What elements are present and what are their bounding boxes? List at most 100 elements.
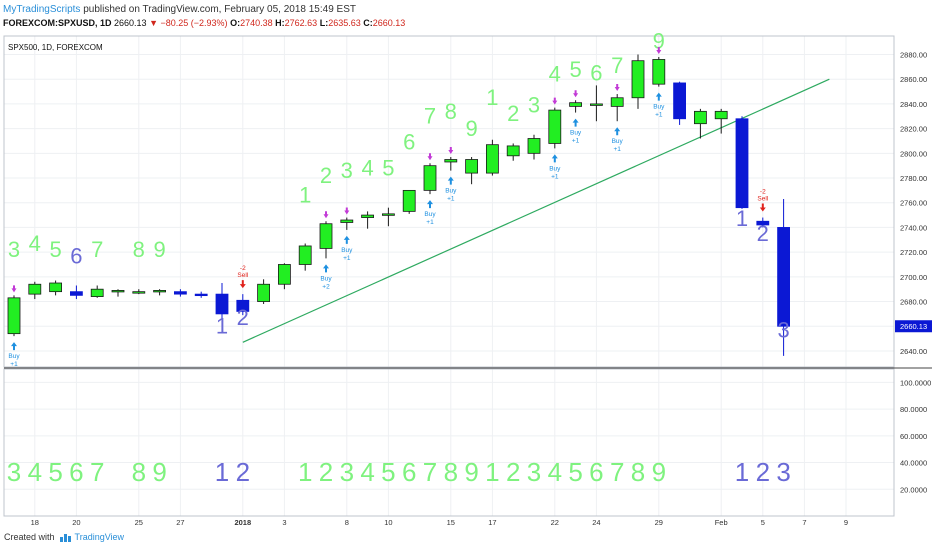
buy-signal-count: +1 <box>613 146 621 153</box>
last-price-label: 2660.13 <box>900 322 927 331</box>
candle-body <box>548 109 562 144</box>
tradingview-link[interactable]: TradingView <box>74 532 125 542</box>
buy-signal-count: +1 <box>447 196 455 203</box>
price-tick-label: 2800.00 <box>900 149 927 158</box>
indicator-count-label: 9 <box>652 457 666 487</box>
buy-arrow-icon <box>11 342 17 351</box>
sell-signal-label: Sell <box>237 272 248 279</box>
buy-arrow-icon <box>614 127 621 136</box>
candle-body <box>236 299 250 312</box>
candle-body <box>506 145 520 157</box>
sell-arrow-icon <box>759 203 766 212</box>
buy-signal-label: Buy <box>653 104 665 111</box>
indicator-count-label: 7 <box>423 457 437 487</box>
setup-count-label: 1 <box>299 183 311 208</box>
setup-count-label: 6 <box>403 130 415 155</box>
down-marker-icon <box>344 207 350 215</box>
open-label: O: <box>230 18 241 28</box>
indicator-tick-label: 80.0000 <box>900 405 927 414</box>
price-tick-label: 2680.00 <box>900 298 927 307</box>
indicator-count-label: 8 <box>132 457 146 487</box>
tradingview-logo-icon <box>59 533 72 542</box>
buy-signal-label: Buy <box>549 165 561 172</box>
author-link[interactable]: MyTradingScripts <box>3 4 81 15</box>
candle-body <box>777 227 790 327</box>
x-tick-label: 18 <box>31 518 39 527</box>
indicator-count-label: 6 <box>589 457 603 487</box>
setup-count-label: 3 <box>8 237 20 262</box>
candle-body <box>132 291 146 294</box>
candle-body <box>756 220 770 226</box>
indicator-count-label: 2 <box>236 457 250 487</box>
indicator-count-label: 8 <box>444 457 458 487</box>
setup-count-label: 2 <box>320 163 332 188</box>
buy-signal-count: +2 <box>322 283 330 290</box>
last-price-tag <box>895 320 932 333</box>
indicator-count-label: 9 <box>152 457 166 487</box>
indicator-count-label: 1 <box>735 457 749 487</box>
buy-arrow-icon <box>323 264 329 273</box>
low-value: 2635.63 <box>328 18 361 28</box>
sell-arrow-icon <box>239 280 246 289</box>
candle-body <box>527 138 541 154</box>
x-tick-label: 8 <box>345 518 349 527</box>
setup-count-label: 4 <box>549 62 561 87</box>
setup-count-label: 7 <box>424 104 436 129</box>
buy-signal-label: Buy <box>424 211 436 218</box>
candle-body <box>423 165 437 191</box>
indicator-tick-label: 100.0000 <box>900 378 931 387</box>
buy-signal-label: Buy <box>570 130 582 137</box>
setup-count-label: 5 <box>49 237 61 262</box>
setup-count-label: 9 <box>465 116 477 141</box>
candle-body <box>153 290 167 293</box>
close-label: C: <box>363 18 373 28</box>
open-value: 2740.38 <box>240 18 273 28</box>
buy-signal-count: +1 <box>343 255 351 262</box>
candle-body <box>610 97 624 107</box>
buy-signal-count: +1 <box>572 138 580 145</box>
candle-body <box>652 59 666 85</box>
high-value: 2762.63 <box>284 18 318 28</box>
down-marker-icon <box>573 90 579 98</box>
low-label: L: <box>319 18 329 28</box>
price-tick-label: 2740.00 <box>900 223 927 232</box>
indicator-count-label: 5 <box>48 457 62 487</box>
indicator-tick-label: 60.0000 <box>900 432 927 441</box>
buy-signal-label: Buy <box>445 188 457 195</box>
setup-count-label: 8 <box>133 237 145 262</box>
setup-count-label: 5 <box>569 57 581 82</box>
indicator-count-label: 5 <box>381 457 395 487</box>
x-tick-label: Feb <box>715 518 728 527</box>
down-marker-icon <box>11 285 17 293</box>
high-label: H: <box>275 18 285 28</box>
setup-count-label: 6 <box>70 243 82 268</box>
candle-body <box>28 283 42 295</box>
price-tick-label: 2780.00 <box>900 174 927 183</box>
setup-count-label: 2 <box>757 221 769 246</box>
trendline <box>242 78 830 343</box>
x-tick-label: 24 <box>592 518 600 527</box>
x-tick-label: 29 <box>655 518 663 527</box>
buy-arrow-icon <box>343 235 350 244</box>
publish-line: MyTradingScripts published on TradingVie… <box>3 4 356 15</box>
indicator-count-label: 9 <box>464 457 478 487</box>
setup-count-label: 7 <box>91 237 103 262</box>
buy-signal-label: Buy <box>320 275 332 282</box>
x-tick-label: 9 <box>844 518 848 527</box>
candle-body <box>111 290 125 293</box>
price-tick-label: 2820.00 <box>900 125 927 134</box>
candle-body <box>673 82 686 120</box>
candle-body <box>173 291 187 295</box>
buy-signal-count: +1 <box>426 219 434 226</box>
indicator-count-label: 1 <box>298 457 312 487</box>
indicator-count-label: 6 <box>402 457 416 487</box>
x-tick-label: 17 <box>488 518 496 527</box>
setup-count-label: 1 <box>736 206 748 231</box>
setup-count-label: 2 <box>507 101 519 126</box>
sell-signal-count: -2 <box>760 189 766 196</box>
buy-signal-label: Buy <box>341 247 353 254</box>
candle-body <box>319 223 333 249</box>
setup-count-label: 4 <box>361 156 373 181</box>
indicator-tick-label: 40.0000 <box>900 459 927 468</box>
candlestick-chart[interactable]: SPX500, 1D, FOREXCOM 3 4 5 6 7 8 91 212 3 4 567 891… <box>0 0 932 530</box>
